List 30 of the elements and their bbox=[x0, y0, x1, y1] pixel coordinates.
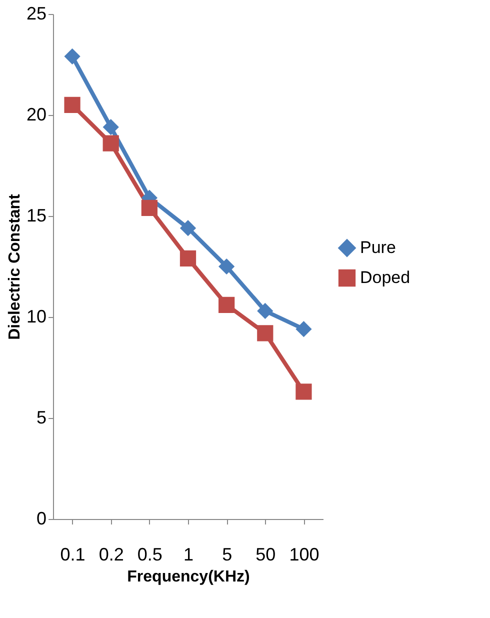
x-tick-label: 0.2 bbox=[98, 544, 124, 564]
point bbox=[180, 220, 196, 236]
legend-label: Doped bbox=[360, 268, 410, 287]
y-tick-label: 20 bbox=[26, 104, 46, 124]
y-axis-title: Dielectric Constant bbox=[6, 193, 24, 340]
x-tick-label: 100 bbox=[289, 544, 320, 564]
point bbox=[64, 96, 80, 113]
point bbox=[257, 302, 274, 319]
point bbox=[218, 296, 235, 313]
point bbox=[296, 321, 312, 338]
point bbox=[218, 258, 235, 275]
point bbox=[102, 135, 119, 152]
legend-label: Pure bbox=[360, 238, 396, 257]
point bbox=[180, 250, 196, 266]
point bbox=[141, 200, 158, 216]
point bbox=[102, 119, 119, 136]
x-tick-label: 5 bbox=[222, 544, 232, 564]
x-tick-label: 0.5 bbox=[137, 544, 162, 564]
y-tick-label: 0 bbox=[36, 508, 46, 528]
y-tick-label: 5 bbox=[36, 408, 46, 428]
x-tick-label: 1 bbox=[183, 544, 194, 564]
point bbox=[257, 325, 274, 342]
x-axis-title: Frequency(KHz) bbox=[127, 568, 250, 586]
y-tick-label: 10 bbox=[26, 306, 46, 326]
x-tick-label: 50 bbox=[256, 544, 276, 564]
y-tick-label: 15 bbox=[26, 206, 46, 226]
y-tick-label: 25 bbox=[26, 4, 46, 24]
x-tick-label: 0.1 bbox=[60, 544, 86, 564]
point bbox=[296, 384, 312, 400]
point bbox=[64, 48, 80, 64]
